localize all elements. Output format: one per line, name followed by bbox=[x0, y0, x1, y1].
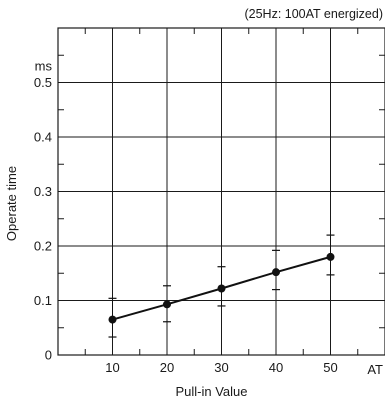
data-point bbox=[326, 252, 335, 261]
y-tick-label: 0.3 bbox=[34, 184, 52, 199]
chart-annotation: (25Hz: 100AT energized) bbox=[244, 7, 383, 21]
x-tick-labels: 10 20 30 40 50 bbox=[105, 360, 337, 375]
data-point bbox=[108, 315, 117, 324]
y-tick-label: 0 bbox=[45, 348, 52, 363]
data-point bbox=[163, 300, 171, 309]
x-axis-label: Pull-in Value bbox=[175, 384, 247, 399]
x-axis-unit: AT bbox=[367, 362, 383, 377]
data-point bbox=[217, 284, 226, 293]
y-tick-label: 0.4 bbox=[34, 130, 52, 145]
x-tick-label: 50 bbox=[323, 360, 337, 375]
series bbox=[108, 234, 335, 338]
plot-frame bbox=[57, 27, 385, 356]
minor-ticks bbox=[58, 28, 385, 355]
y-axis-unit: ms bbox=[35, 59, 53, 74]
y-tick-labels: 0 0.1 0.2 0.3 0.4 0.5 bbox=[34, 75, 52, 363]
data-point bbox=[272, 268, 280, 277]
y-tick-label: 0.5 bbox=[34, 75, 52, 90]
x-tick-label: 30 bbox=[214, 360, 228, 375]
y-tick-label: 0.2 bbox=[34, 239, 52, 254]
x-tick-label: 40 bbox=[269, 360, 283, 375]
y-axis-label: Operate time bbox=[4, 166, 19, 241]
y-tick-label: 0.1 bbox=[34, 293, 52, 308]
x-tick-label: 10 bbox=[105, 360, 119, 375]
x-tick-label: 20 bbox=[160, 360, 174, 375]
